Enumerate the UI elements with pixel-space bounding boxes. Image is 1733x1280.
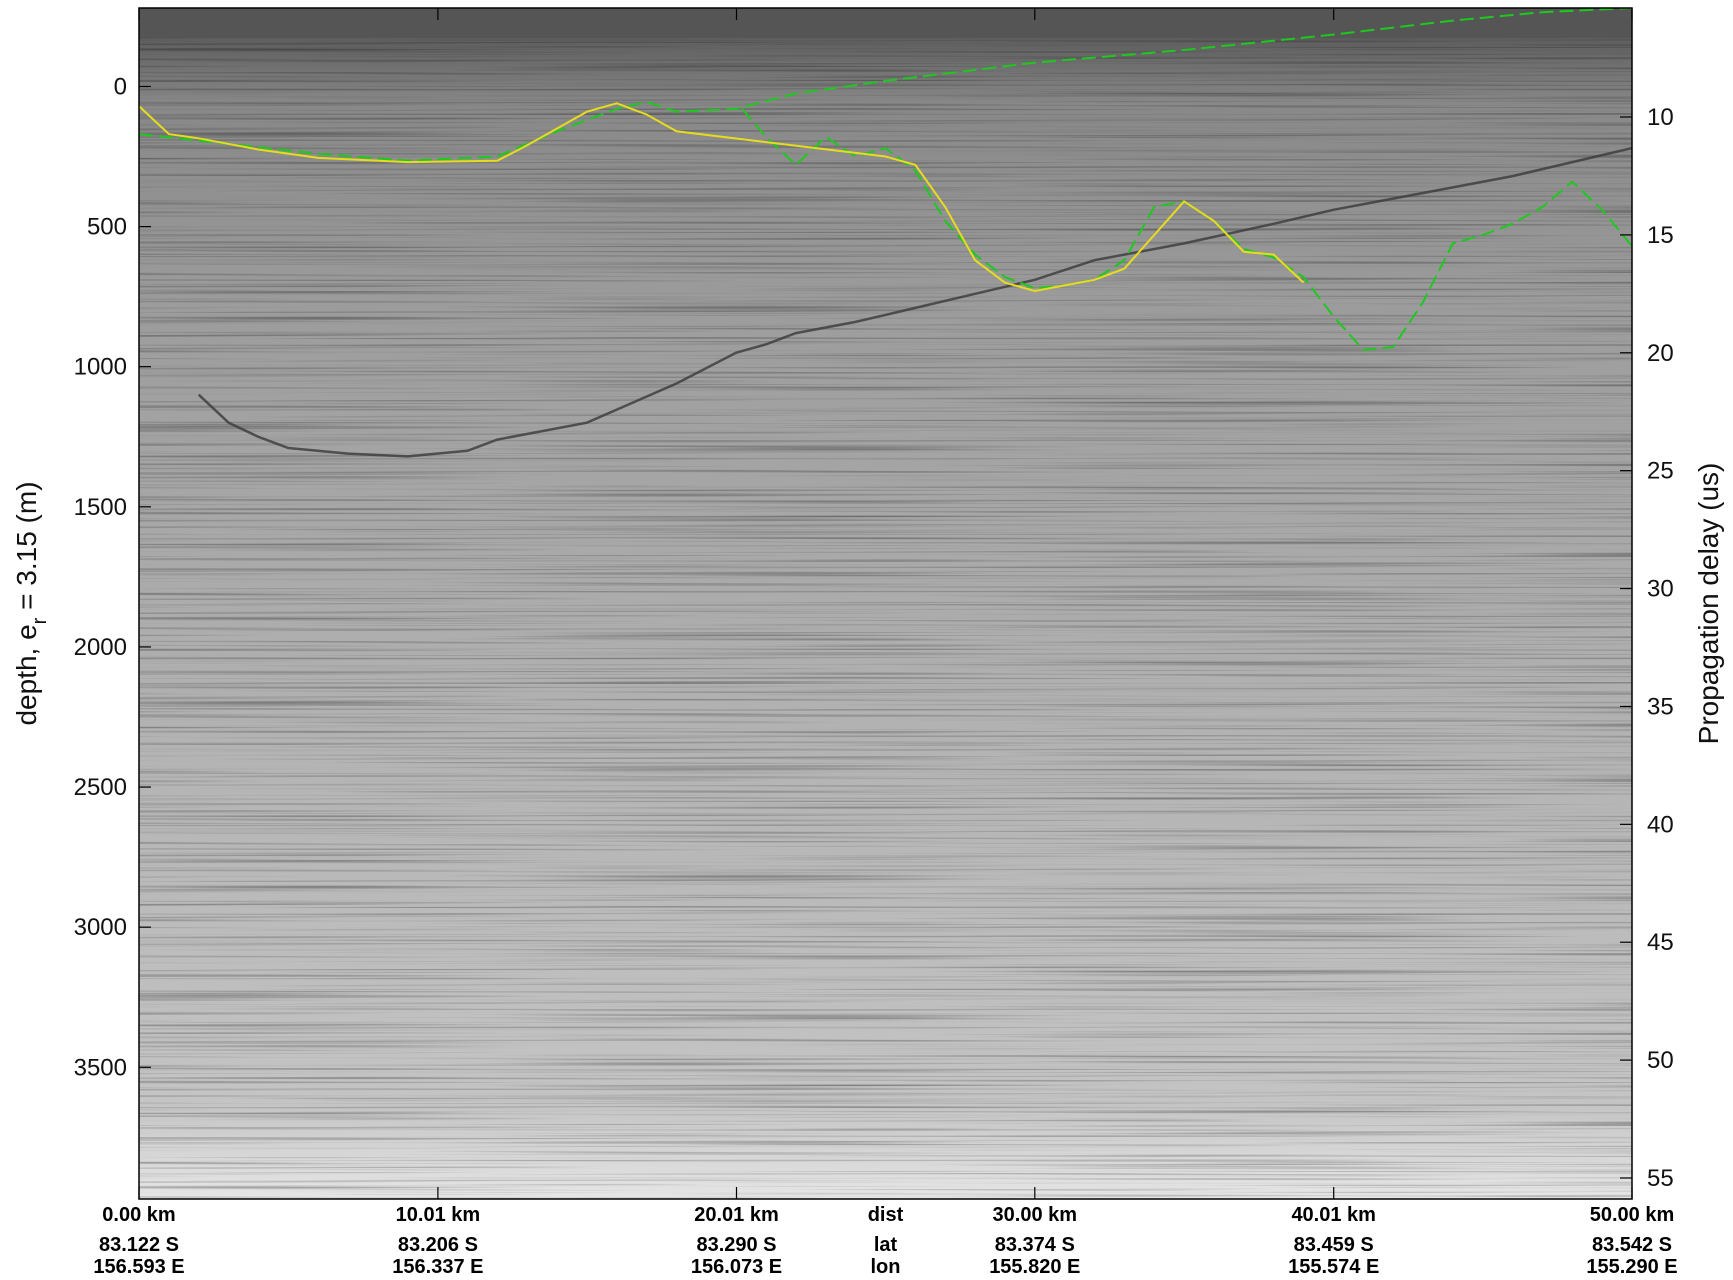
bottom-lon-label: 155.290 E [1586, 1256, 1677, 1278]
right-axis-title: Propagation delay (us) [1693, 463, 1724, 745]
right-tick-label: 55 [1647, 1165, 1674, 1192]
bottom-lon-label: 156.073 E [691, 1256, 782, 1278]
left-tick-label: 1500 [74, 494, 127, 521]
row-name-dist: dist [868, 1204, 904, 1226]
left-tick-label: 3500 [74, 1054, 127, 1081]
right-tick-label: 45 [1647, 929, 1674, 956]
bottom-lat-label: 83.459 S [1294, 1234, 1374, 1256]
bottom-dist-label: 10.01 km [396, 1204, 481, 1226]
bottom-dist-label: 40.01 km [1291, 1204, 1376, 1226]
left-tick-label: 2500 [74, 774, 127, 801]
bottom-lon-label: 155.820 E [989, 1256, 1080, 1278]
plot-frame [138, 7, 1633, 1200]
left-tick-label: 1000 [74, 354, 127, 381]
bottom-dist-label: 30.00 km [993, 1204, 1078, 1226]
bottom-lat-label: 83.374 S [995, 1234, 1075, 1256]
right-tick-label: 50 [1647, 1047, 1674, 1074]
left-tick-label: 500 [87, 214, 127, 241]
bottom-lat-label: 83.542 S [1592, 1234, 1672, 1256]
bottom-lon-label: 156.593 E [93, 1256, 184, 1278]
bottom-lat-label: 83.290 S [696, 1234, 776, 1256]
bottom-lat-label: 83.122 S [99, 1234, 179, 1256]
left-axis-title-tail: = 3.15 (m) [11, 481, 42, 617]
air-band [139, 8, 1632, 38]
row-name-lon: lon [871, 1256, 901, 1278]
bottom-lat-label: 83.206 S [398, 1234, 478, 1256]
bottom-dist-label: 50.00 km [1590, 1204, 1675, 1226]
right-tick-label: 25 [1647, 458, 1674, 485]
reflector-line [197, 146, 1632, 458]
bottom-lon-label: 155.574 E [1288, 1256, 1379, 1278]
left-tick-label: 2000 [74, 634, 127, 661]
right-tick-label: 10 [1647, 104, 1674, 131]
radargram-image [139, 8, 1632, 1199]
bottom-lon-label: 156.337 E [392, 1256, 483, 1278]
bottom-dist-label: 20.01 km [694, 1204, 779, 1226]
right-tick-label: 20 [1647, 340, 1674, 367]
horizon-pick-line-0 [139, 8, 1632, 162]
right-tick-label: 30 [1647, 576, 1674, 603]
left-axis-title-main: depth, e [11, 624, 42, 725]
bottom-dist-label: 0.00 km [102, 1204, 175, 1226]
left-tick-label: 0 [114, 73, 127, 100]
left-axis-title: depth, er = 3.15 (m) [11, 481, 51, 725]
radar-noise-texture [139, 8, 1632, 1199]
horizon-pick-line-2 [139, 102, 1305, 293]
left-tick-label: 3000 [74, 914, 127, 941]
right-tick-label: 40 [1647, 811, 1674, 838]
right-tick-label: 35 [1647, 693, 1674, 720]
right-tick-label: 15 [1647, 222, 1674, 249]
left-axis-title-sub: r [29, 617, 51, 624]
row-name-lat: lat [874, 1234, 898, 1256]
